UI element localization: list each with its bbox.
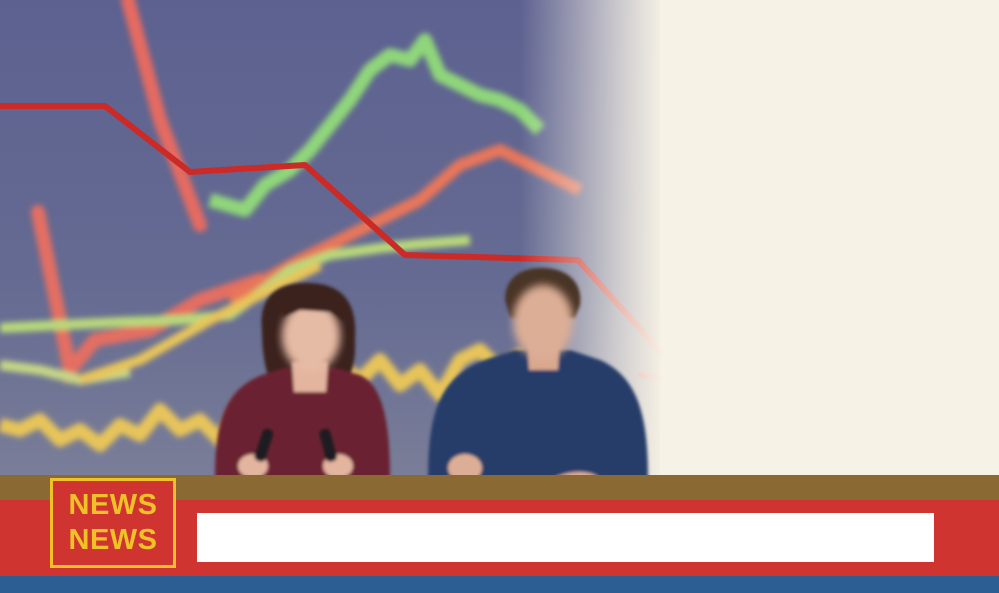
- ticker-box: [197, 513, 934, 562]
- news-logo: NEWS NEWS: [50, 478, 176, 568]
- backdrop-fade: [520, 0, 999, 480]
- green-line: [208, 33, 545, 217]
- red-spike-line: [121, 0, 207, 232]
- footer-strip: [0, 576, 999, 593]
- red-spike-line-2: [31, 205, 267, 386]
- news-logo-line2: NEWS: [68, 524, 158, 556]
- news-logo-line1: NEWS: [68, 489, 158, 521]
